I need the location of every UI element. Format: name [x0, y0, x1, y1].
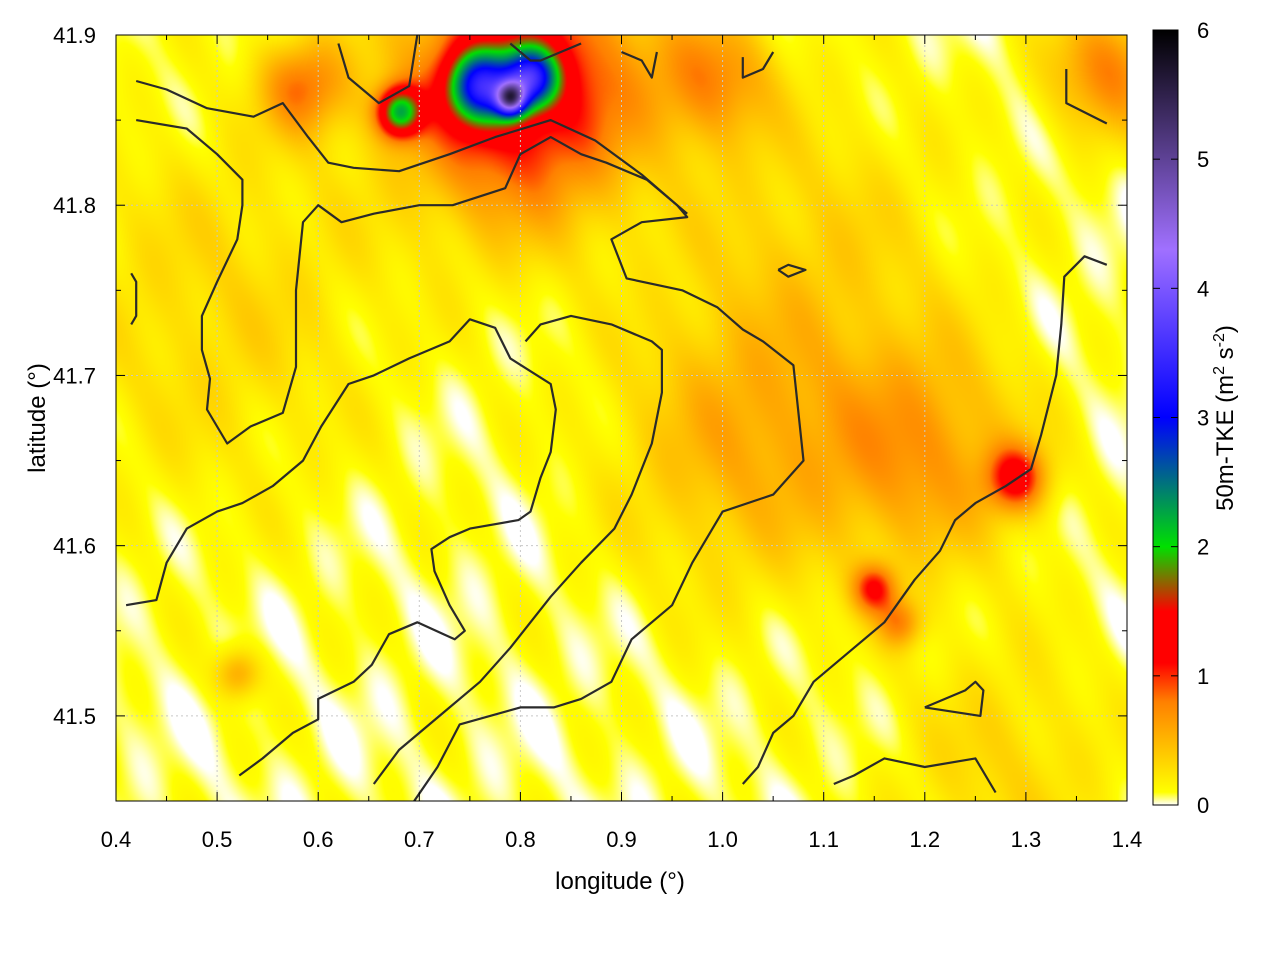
colorbar: 0 1 2 3 4 5 6 50m-TKE (m2 s-2) [1152, 18, 1239, 818]
x-tick-label: 0.6 [303, 827, 334, 852]
y-tick-label: 41.9 [53, 23, 96, 48]
contour-line [509, 42, 582, 62]
contour-line [337, 34, 419, 105]
contour-line [741, 51, 775, 79]
x-tick-label: 0.5 [202, 827, 233, 852]
y-tick-label: 41.7 [53, 363, 96, 388]
contour-line [125, 318, 557, 777]
contour-line [130, 272, 138, 325]
y-tick-label: 41.5 [53, 704, 96, 729]
contour-line [1065, 69, 1108, 125]
colorbar-tick-label: 6 [1197, 18, 1209, 43]
x-axis: 0.4 0.5 0.6 0.7 0.8 0.9 1.0 1.1 1.2 1.3 1.4 [101, 35, 1143, 852]
contour-line [924, 680, 985, 717]
contour-lines [125, 34, 1108, 802]
y-tick-label: 41.6 [53, 534, 96, 559]
x-tick-label: 1.1 [808, 827, 839, 852]
contour-line [135, 79, 805, 802]
colorbar-label: 50m-TKE (m2 s-2) [1211, 325, 1239, 511]
x-tick-label: 1.3 [1011, 827, 1042, 852]
x-tick-label: 0.4 [101, 827, 132, 852]
colorbar-tick-label: 1 [1197, 664, 1209, 689]
contour-line [833, 757, 997, 794]
contour-line [741, 255, 1108, 785]
x-tick-label: 0.8 [505, 827, 536, 852]
x-tick-label: 1.0 [707, 827, 738, 852]
y-tick-label: 41.8 [53, 193, 96, 218]
x-tick-label: 1.2 [910, 827, 941, 852]
plot-area [115, 34, 1128, 802]
colorbar-tick-label: 4 [1197, 276, 1209, 301]
colorbar-ticks: 0 1 2 3 4 5 6 [1153, 18, 1209, 818]
x-axis-label: longitude (°) [555, 868, 685, 895]
y-axis-label: latitude (°) [24, 363, 51, 473]
contour-line [136, 119, 688, 445]
x-tick-label: 0.7 [404, 827, 435, 852]
tke-heatmap [116, 35, 1127, 801]
colorbar-tick-label: 0 [1197, 793, 1209, 818]
x-tick-label: 0.9 [606, 827, 637, 852]
contour-line [621, 50, 658, 79]
y-axis: 41.5 41.6 41.7 41.8 41.9 [53, 23, 1127, 802]
colorbar-tick-label: 2 [1197, 535, 1209, 560]
colorbar-tick-label: 3 [1197, 406, 1209, 431]
x-tick-label: 1.4 [1112, 827, 1143, 852]
contour-line [372, 314, 663, 785]
contour-line [777, 263, 807, 278]
colorbar-tick-label: 5 [1197, 147, 1209, 172]
